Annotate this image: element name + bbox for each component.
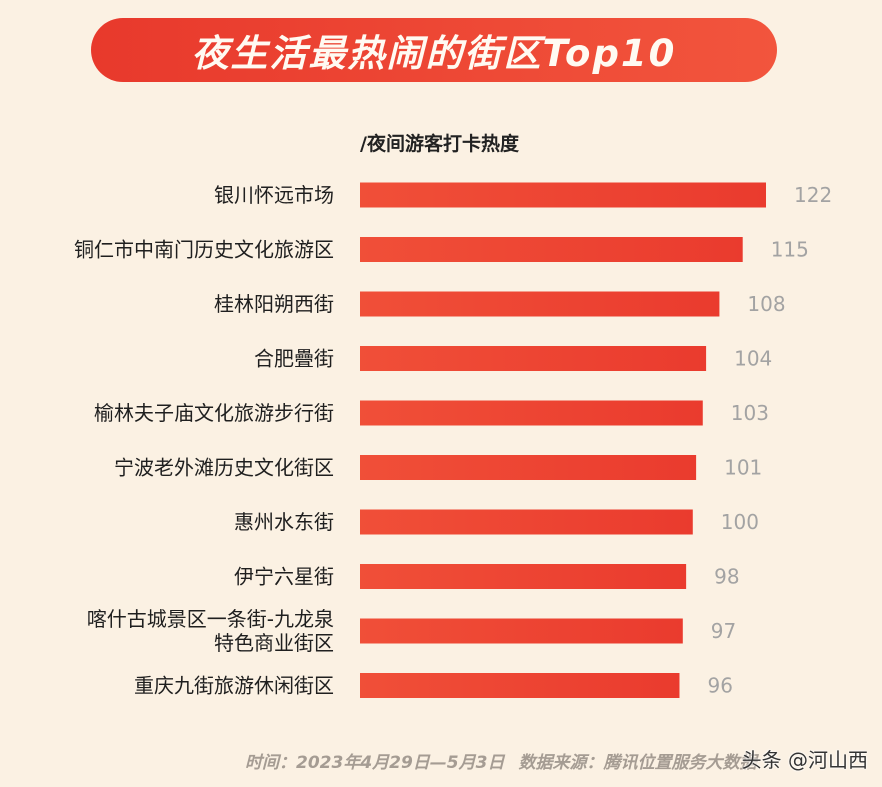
value-label-4: 104	[734, 347, 772, 371]
bar-5	[360, 400, 703, 426]
footer-time: 时间：2023年4月29日—5月3日	[245, 753, 505, 773]
category-label-8: 伊宁六星街	[234, 565, 334, 589]
bar-10	[360, 673, 680, 698]
category-label-2: 铜仁市中南门历史文化旅游区	[74, 238, 334, 262]
value-label-5: 103	[731, 401, 769, 425]
bar-6	[360, 455, 697, 480]
footer-source: 数据来源：腾讯位置服务大数据	[518, 753, 757, 773]
bar-9	[360, 618, 683, 644]
bar-8	[360, 564, 687, 589]
chart-title: 夜生活最热闹的街区Top10	[191, 32, 677, 75]
category-label-1: 银川怀远市场	[214, 183, 334, 207]
category-label-9: 喀什古城景区一条街-九龙泉特色商业街区	[87, 607, 334, 655]
value-label-7: 100	[721, 510, 759, 534]
unit-label: /夜间游客打卡热度	[360, 133, 519, 155]
footer: 时间：2023年4月29日—5月3日 数据来源：腾讯位置服务大数据	[245, 748, 770, 773]
category-label-3: 桂林阳朔西街	[214, 292, 334, 316]
value-label-2: 115	[771, 238, 809, 262]
category-label-10: 重庆九街旅游休闲街区	[134, 674, 334, 698]
bar-1	[360, 182, 766, 208]
bar-7	[360, 509, 693, 535]
title-banner: 夜生活最热闹的街区Top10	[91, 18, 777, 82]
value-label-6: 101	[724, 456, 762, 480]
bar-2	[360, 237, 743, 262]
value-label-10: 96	[707, 674, 732, 698]
bar-3	[360, 291, 720, 317]
category-label-5: 榆林夫子庙文化旅游步行街	[94, 401, 334, 425]
value-label-8: 98	[714, 565, 739, 589]
category-label-7: 惠州水东街	[234, 510, 334, 534]
watermark: 头条 @河山西	[741, 748, 868, 772]
value-label-3: 108	[747, 292, 785, 316]
category-label-6: 宁波老外滩历史文化街区	[114, 456, 334, 480]
category-label-4: 合肥疊街	[254, 347, 334, 371]
bar-4	[360, 346, 707, 371]
value-label-9: 97	[711, 619, 736, 643]
value-label-1: 122	[794, 183, 832, 207]
